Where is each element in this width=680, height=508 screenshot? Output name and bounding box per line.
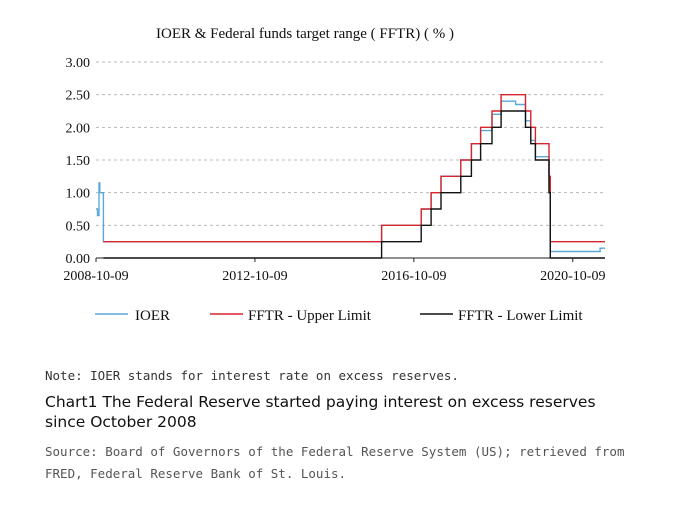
series-line-0 xyxy=(96,100,605,253)
y-tick-label: 1.50 xyxy=(66,154,91,169)
x-tick-label: 2020-10-09 xyxy=(540,269,605,284)
legend-label: FFTR - Upper Limit xyxy=(248,308,372,324)
legend: IOER FFTR - Upper Limit FFTR - Lower Limit xyxy=(95,308,583,324)
chart: IOER & Federal funds target range ( FFTR… xyxy=(63,26,605,324)
chart-caption: Chart1 The Federal Reserve started payin… xyxy=(45,393,596,431)
y-tick-label: 3.00 xyxy=(66,56,91,71)
legend-label: FFTR - Lower Limit xyxy=(458,308,583,324)
legend-label: IOER xyxy=(135,308,170,324)
grid xyxy=(96,61,605,226)
chart-source: Source: Board of Governors of the Federa… xyxy=(45,444,625,481)
y-tick-label: 2.00 xyxy=(66,121,91,136)
chart-title: IOER & Federal funds target range ( FFTR… xyxy=(156,26,454,42)
series-line-1 xyxy=(103,94,605,243)
y-tick-label: 2.50 xyxy=(66,89,91,104)
y-tick-label: 1.00 xyxy=(66,187,91,202)
x-tick-label: 2008-10-09 xyxy=(63,269,128,284)
x-axis: 2008-10-09 2012-10-09 2016-10-09 2020-10-09 xyxy=(63,257,605,284)
x-tick-label: 2016-10-09 xyxy=(381,269,446,284)
x-tick-label: 2012-10-09 xyxy=(222,269,287,284)
y-tick-label: 0.50 xyxy=(66,219,91,234)
y-axis: 0.00 0.50 1.00 1.50 2.00 2.50 3.00 xyxy=(66,56,91,267)
y-tick-label: 0.00 xyxy=(66,252,91,267)
series-line-2 xyxy=(103,110,605,259)
chart-note: Note: IOER stands for interest rate on e… xyxy=(45,368,459,383)
series-lines xyxy=(96,94,605,259)
